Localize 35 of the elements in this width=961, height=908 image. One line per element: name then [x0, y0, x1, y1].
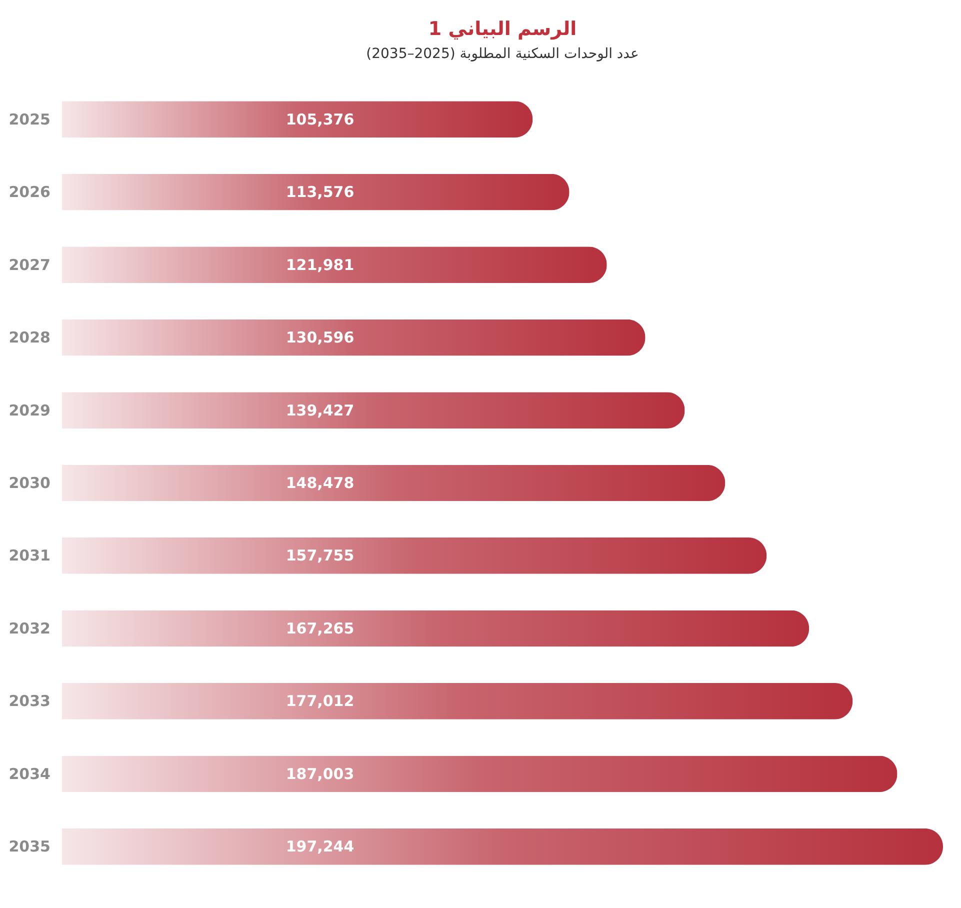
- y-tick-label: 2033: [8, 692, 50, 710]
- chart-subtitle: عدد الوحدات السكنية المطلوبة (2025–2035): [366, 46, 639, 62]
- y-tick-label: 2034: [8, 764, 50, 783]
- bar: [62, 683, 853, 720]
- y-tick-label: 2027: [8, 256, 50, 274]
- bar: [62, 610, 810, 647]
- bar: [62, 174, 570, 210]
- y-tick-label: 2030: [8, 474, 50, 492]
- data-label: 130,596: [286, 328, 354, 347]
- bar: [62, 246, 607, 283]
- data-label: 139,427: [286, 401, 354, 420]
- y-tick-label: 2032: [8, 619, 50, 638]
- data-label: 105,376: [286, 110, 354, 128]
- y-tick-label: 2026: [8, 183, 50, 202]
- bar: [62, 392, 685, 428]
- data-label: 113,576: [286, 183, 354, 202]
- y-tick-label: 2025: [8, 110, 50, 128]
- data-label: 121,981: [286, 256, 354, 274]
- y-tick-label: 2029: [8, 401, 50, 420]
- data-label: 148,478: [286, 474, 354, 492]
- bar: [62, 756, 898, 792]
- y-tick-label: 2028: [8, 328, 50, 347]
- data-label: 167,265: [286, 619, 354, 638]
- bar: [62, 464, 726, 502]
- data-label: 197,244: [286, 838, 354, 856]
- bar: [62, 828, 943, 865]
- chart-title: الرسم البياني 1: [428, 18, 577, 40]
- bar: [62, 319, 646, 356]
- data-label: 157,755: [286, 546, 354, 565]
- data-label: 177,012: [286, 692, 354, 710]
- data-label: 187,003: [286, 764, 354, 783]
- bar: [62, 538, 767, 574]
- y-tick-label: 2035: [8, 838, 50, 856]
- bar: [62, 101, 533, 138]
- y-tick-label: 2031: [8, 546, 50, 565]
